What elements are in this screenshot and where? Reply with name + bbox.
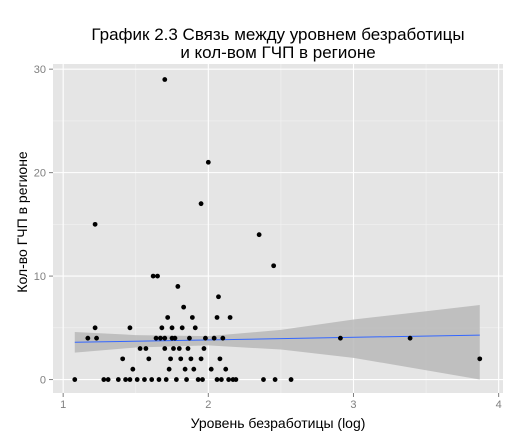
x-tick-label: 4 [496, 399, 502, 411]
data-point [159, 325, 165, 331]
trend-line [74, 334, 480, 343]
data-point [188, 356, 194, 362]
data-point [192, 325, 198, 331]
data-point [184, 377, 189, 382]
x-tick-label: 1 [60, 399, 66, 411]
data-point [272, 377, 278, 382]
data-point [85, 335, 91, 341]
data-point [130, 366, 136, 372]
plot-panel [53, 64, 503, 393]
data-point [137, 346, 143, 351]
data-point [217, 356, 223, 362]
data-point [163, 377, 169, 382]
data-point [105, 377, 111, 382]
data-point [171, 346, 176, 351]
data-point [214, 377, 220, 382]
data-point [200, 377, 205, 382]
data-point [338, 335, 343, 341]
x-tick-label: 3 [350, 399, 356, 411]
x-tick-label: 2 [205, 399, 211, 411]
data-point [256, 232, 262, 238]
data-point [115, 377, 121, 382]
data-point [142, 377, 147, 382]
data-point [127, 325, 133, 331]
data-point [233, 377, 239, 382]
data-point [173, 377, 179, 382]
data-point [156, 377, 162, 382]
data-point [162, 335, 168, 341]
data-point [72, 377, 78, 382]
y-tick-label: 20 [34, 168, 46, 180]
data-point [179, 325, 185, 331]
data-point [168, 356, 173, 362]
confidence-band [74, 305, 480, 380]
data-point [271, 263, 277, 269]
data-point [220, 335, 226, 341]
data-point [226, 377, 232, 382]
data-point [172, 335, 178, 341]
data-point [218, 377, 224, 382]
data-point [227, 315, 233, 320]
data-point [127, 377, 133, 382]
x-axis-label: Уровень безработицы (log) [191, 415, 366, 431]
data-point [195, 377, 201, 382]
data-point [165, 315, 171, 320]
data-point [158, 335, 163, 341]
data-point [101, 377, 107, 382]
data-point [198, 201, 204, 207]
data-point [162, 77, 168, 82]
data-point [208, 366, 214, 372]
x-axis-ticks: 1 2 3 4 [60, 393, 502, 411]
data-point [169, 325, 175, 331]
chart-title-line-2: и кол-вом ГЧП в регионе [180, 43, 375, 62]
data-point [162, 346, 168, 351]
data-point [153, 335, 159, 341]
data-point [143, 346, 149, 351]
data-point [216, 294, 221, 300]
data-point [155, 273, 160, 279]
data-point [205, 159, 211, 165]
data-point [198, 356, 204, 362]
data-point [185, 346, 191, 351]
data-point [146, 356, 152, 362]
data-point [477, 356, 483, 362]
data-point [123, 377, 128, 382]
data-point [211, 335, 217, 341]
data-point [407, 335, 413, 341]
data-point [92, 325, 98, 331]
data-point [288, 377, 294, 382]
y-tick-label: 10 [34, 271, 46, 283]
data-point [149, 377, 155, 382]
data-point [191, 366, 197, 372]
data-point [182, 366, 188, 372]
data-point [150, 273, 156, 279]
data-point [214, 315, 220, 320]
y-axis-label: Кол-во ГЧП в регионе [14, 151, 30, 293]
data-point [176, 346, 182, 351]
confidence-ribbon [74, 305, 480, 380]
chart-title-line-1: График 2.3 Связь между уровнем безработи… [91, 25, 464, 44]
trend-line-group [74, 334, 480, 343]
data-point [94, 335, 99, 341]
data-point [223, 366, 229, 372]
y-tick-label: 0 [40, 375, 46, 387]
data-point [92, 221, 98, 227]
data-point [181, 304, 187, 310]
data-point [187, 335, 192, 341]
data-point [201, 346, 207, 351]
data-points [72, 77, 483, 382]
data-point [261, 377, 266, 382]
data-point [178, 356, 184, 362]
data-point [134, 377, 140, 382]
data-point [175, 284, 181, 289]
data-point [189, 315, 195, 320]
data-point [120, 356, 126, 362]
data-point [203, 335, 208, 341]
y-tick-label: 30 [34, 64, 46, 76]
data-point [166, 366, 172, 372]
y-axis-ticks: 0 10 20 30 [34, 64, 53, 387]
